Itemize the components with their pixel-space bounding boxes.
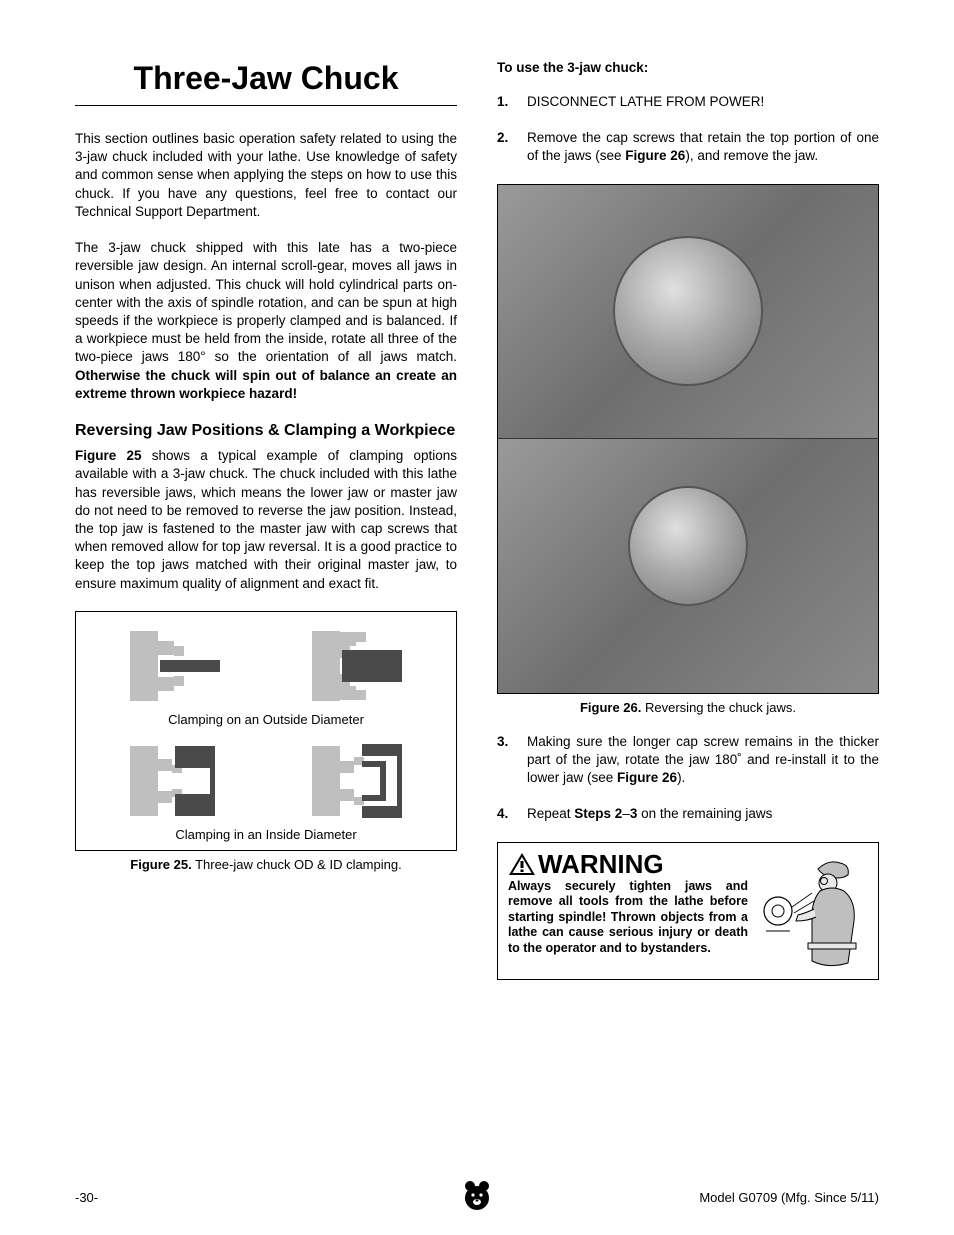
- step-4-num: 4.: [497, 805, 527, 823]
- step-2: 2. Remove the cap screws that retain the…: [497, 129, 879, 165]
- figure-26-caption: Figure 26. Reversing the chuck jaws.: [497, 700, 879, 715]
- right-column: To use the 3-jaw chuck: 1. DISCONNECT LA…: [497, 60, 879, 980]
- step-3: 3. Making sure the longer cap screw rema…: [497, 733, 879, 788]
- warning-triangle-icon: [508, 852, 536, 876]
- warning-left: WARNING Always securely tighten jaws and…: [508, 851, 748, 957]
- fig25-id-right-icon: [302, 741, 412, 821]
- intro-paragraph-1: This section outlines basic operation sa…: [75, 130, 457, 221]
- step-1-text: DISCONNECT LATHE FROM POWER!: [527, 93, 879, 111]
- section-title: Three-Jaw Chuck: [75, 60, 457, 97]
- warning-operator-icon: [758, 851, 868, 971]
- instructions-lead: To use the 3-jaw chuck:: [497, 60, 879, 75]
- model-info: Model G0709 (Mfg. Since 5/11): [699, 1190, 879, 1205]
- step-4: 4. Repeat Steps 2–3 on the remaining jaw…: [497, 805, 879, 823]
- chuck-icon: [628, 486, 748, 606]
- reversing-paragraph: Figure 25 shows a typical example of cla…: [75, 447, 457, 593]
- fig25-id-label: Clamping in an Inside Diameter: [84, 827, 448, 842]
- step-1: 1. DISCONNECT LATHE FROM POWER!: [497, 93, 879, 111]
- p2-text: The 3-jaw chuck shipped with this late h…: [75, 240, 457, 364]
- fig25-od-right-icon: [302, 626, 412, 706]
- title-rule: [75, 105, 457, 106]
- chuck-icon: [613, 236, 763, 386]
- fig26-top-photo: [498, 185, 878, 439]
- warning-title: WARNING: [508, 851, 748, 877]
- fig25-ref: Figure 25: [75, 448, 142, 463]
- bear-logo-icon: [462, 1179, 492, 1211]
- figure-25-caption: Figure 25. Three-jaw chuck OD & ID clamp…: [75, 857, 457, 872]
- step-2-text: Remove the cap screws that retain the to…: [527, 129, 879, 165]
- warning-box: WARNING Always securely tighten jaws and…: [497, 842, 879, 980]
- fig25-id-left-icon: [120, 741, 230, 821]
- step-2-num: 2.: [497, 129, 527, 165]
- step-3-num: 3.: [497, 733, 527, 788]
- warning-title-text: WARNING: [538, 851, 664, 877]
- fig25-caption-bold: Figure 25.: [130, 857, 191, 872]
- page-number: -30-: [75, 1190, 98, 1205]
- fig26-bottom-photo: [498, 438, 878, 693]
- steps-list: 1. DISCONNECT LATHE FROM POWER! 2. Remov…: [497, 93, 879, 166]
- fig25-id-row: [84, 741, 448, 821]
- steps-list-cont: 3. Making sure the longer cap screw rema…: [497, 733, 879, 824]
- fig26-caption-text: Reversing the chuck jaws.: [641, 700, 796, 715]
- left-column: Three-Jaw Chuck This section outlines ba…: [75, 60, 457, 980]
- fig25-od-row: [84, 626, 448, 706]
- figure-25-box: Clamping on an Outside Diameter: [75, 611, 457, 851]
- p2-warning-bold: Otherwise the chuck will spin out of bal…: [75, 368, 457, 401]
- step-3-text: Making sure the longer cap screw remains…: [527, 733, 879, 788]
- p3-text: shows a typical example of clamping opti…: [75, 448, 457, 591]
- warning-text: Always securely tighten jaws and remove …: [508, 879, 748, 957]
- step-4-text: Repeat Steps 2–3 on the remaining jaws: [527, 805, 879, 823]
- fig26-caption-bold: Figure 26.: [580, 700, 641, 715]
- fig25-caption-text: Three-jaw chuck OD & ID clamping.: [192, 857, 402, 872]
- fig25-od-label: Clamping on an Outside Diameter: [84, 712, 448, 727]
- fig25-od-left-icon: [120, 626, 230, 706]
- figure-26-image: [497, 184, 879, 694]
- intro-paragraph-2: The 3-jaw chuck shipped with this late h…: [75, 239, 457, 403]
- subsection-heading: Reversing Jaw Positions & Clamping a Wor…: [75, 421, 457, 441]
- step-1-num: 1.: [497, 93, 527, 111]
- page-content: Three-Jaw Chuck This section outlines ba…: [75, 60, 879, 980]
